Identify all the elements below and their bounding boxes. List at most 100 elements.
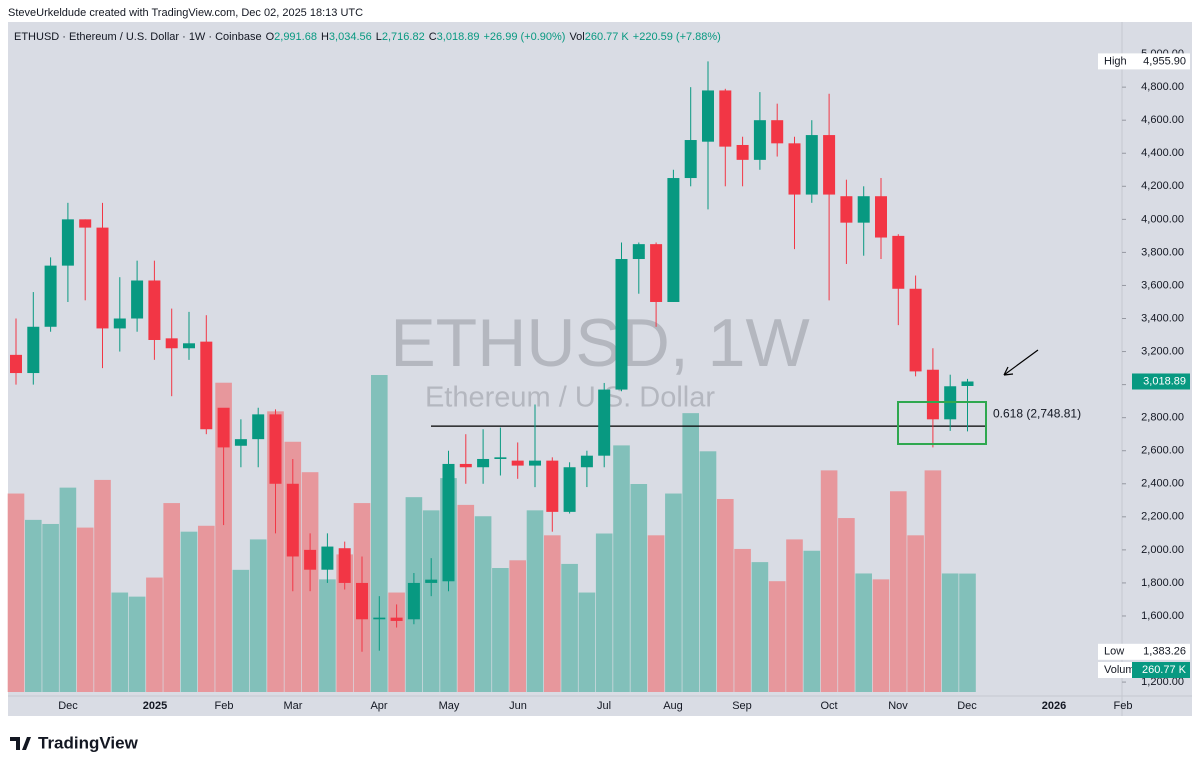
candle-body [407, 582, 420, 620]
candle-body [96, 227, 109, 329]
watermark-title: ETHUSD, 1W [390, 305, 809, 381]
x-tick-label: Jul [597, 700, 611, 712]
candle-body [131, 280, 144, 319]
x-tick-label: Feb [1114, 700, 1133, 712]
y-tick-label: 4,200.00 [1141, 180, 1184, 192]
y-tick-label: 4,000.00 [1141, 213, 1184, 225]
volume-bar [613, 445, 630, 692]
volume-bar [734, 548, 751, 692]
price-label-box [1132, 662, 1190, 678]
volume-bar [232, 569, 250, 692]
volume-bar [786, 539, 803, 692]
volume-bar [630, 483, 648, 692]
y-tick-label: 3,800.00 [1141, 246, 1184, 258]
legend-item: 2,991.68 [274, 31, 317, 43]
price-label: 3,018.89 [1143, 375, 1186, 387]
volume-bar [595, 533, 613, 692]
volume-bar [665, 493, 682, 692]
price-label-box [1132, 643, 1190, 660]
price-label-box [1132, 373, 1190, 390]
price-label: 4,955.90 [1143, 55, 1186, 67]
volume-bar [422, 510, 440, 692]
volume-bar [682, 413, 699, 692]
volume-bar [959, 573, 976, 692]
volume-bar [647, 535, 665, 692]
candle-body [771, 120, 784, 144]
candle-body [511, 460, 524, 466]
candle-body [269, 414, 282, 484]
candle-body [494, 457, 507, 459]
volume-bar [907, 535, 924, 692]
candle-body [598, 389, 611, 456]
candle-body [529, 460, 541, 466]
candle-body [563, 467, 576, 512]
candle-body [27, 326, 40, 374]
volume-bar [163, 503, 180, 692]
y-tick-label: 4,800.00 [1141, 81, 1184, 93]
price-label-title: High [1104, 55, 1127, 67]
candle-body [753, 120, 766, 160]
price-label-title-box [1098, 662, 1132, 678]
candle-body [459, 463, 472, 468]
legend-item: H [321, 31, 329, 43]
legend-item: 2,716.82 [382, 31, 425, 43]
y-tick-label: 3,600.00 [1141, 279, 1184, 291]
volume-bar [94, 479, 111, 692]
volume-bar [371, 375, 388, 692]
volume-bar [561, 563, 578, 692]
legend-item: ETHUSD · Ethereum / U.S. Dollar · 1W · C… [14, 31, 262, 43]
y-tick-label: 2,000.00 [1141, 544, 1184, 556]
candle-body [286, 483, 299, 557]
candle-body [823, 135, 836, 195]
x-tick-label: Nov [888, 700, 908, 712]
candle-body [546, 460, 559, 512]
x-tick-label: Dec [58, 700, 78, 712]
y-tick-label: 1,800.00 [1141, 577, 1184, 589]
volume-bar [838, 518, 855, 692]
plot: 1,200.001,400.001,600.001,800.002,000.00… [7, 22, 1192, 716]
legend-item: 260.77 K [585, 31, 630, 43]
volume-bar [941, 573, 959, 692]
logo: TradingView [10, 733, 139, 752]
price-label-title-box [1098, 643, 1132, 660]
logo-icon [10, 737, 31, 750]
y-tick-label: 2,200.00 [1141, 511, 1184, 523]
y-tick-label: 3,400.00 [1141, 312, 1184, 324]
candle-body [667, 178, 680, 302]
candle-body [390, 617, 403, 621]
price-label: 1,383.26 [1143, 646, 1186, 658]
candle-body [788, 143, 801, 195]
candle-body [580, 455, 593, 468]
volume-bar [42, 523, 59, 692]
legend-item: +220.59 (+7.88%) [633, 31, 721, 43]
candle-body [477, 458, 490, 468]
y-tick-label: 1,200.00 [1141, 676, 1184, 688]
volume-bar [146, 577, 163, 692]
volume-bar [198, 525, 215, 692]
volume-bar [336, 554, 353, 692]
candle-body [10, 354, 22, 374]
candle-body [217, 407, 230, 448]
y-tick-label: 4,400.00 [1141, 147, 1184, 159]
arrow-head [1003, 366, 1014, 376]
x-tick-label: May [439, 700, 460, 712]
volume-bar [820, 470, 838, 692]
fib-label: 0.618 (2,748.81) [993, 406, 1081, 420]
candle-body [684, 140, 697, 179]
volume-bar [128, 596, 146, 692]
volume-bar [924, 470, 942, 692]
candle-body [632, 244, 645, 260]
candle-body [892, 235, 905, 289]
legend: ETHUSD · Ethereum / U.S. Dollar · 1W · C… [14, 31, 721, 43]
candle-body [909, 288, 922, 372]
price-label-title: Volume [1104, 664, 1141, 676]
volume-bar [803, 550, 821, 692]
candle-body [736, 144, 749, 160]
x-tick-label: 2026 [1042, 700, 1066, 712]
legend-item: C [429, 31, 437, 43]
logo-text: TradingView [38, 733, 139, 752]
volume-bar [111, 592, 129, 692]
candle-body [148, 280, 161, 340]
